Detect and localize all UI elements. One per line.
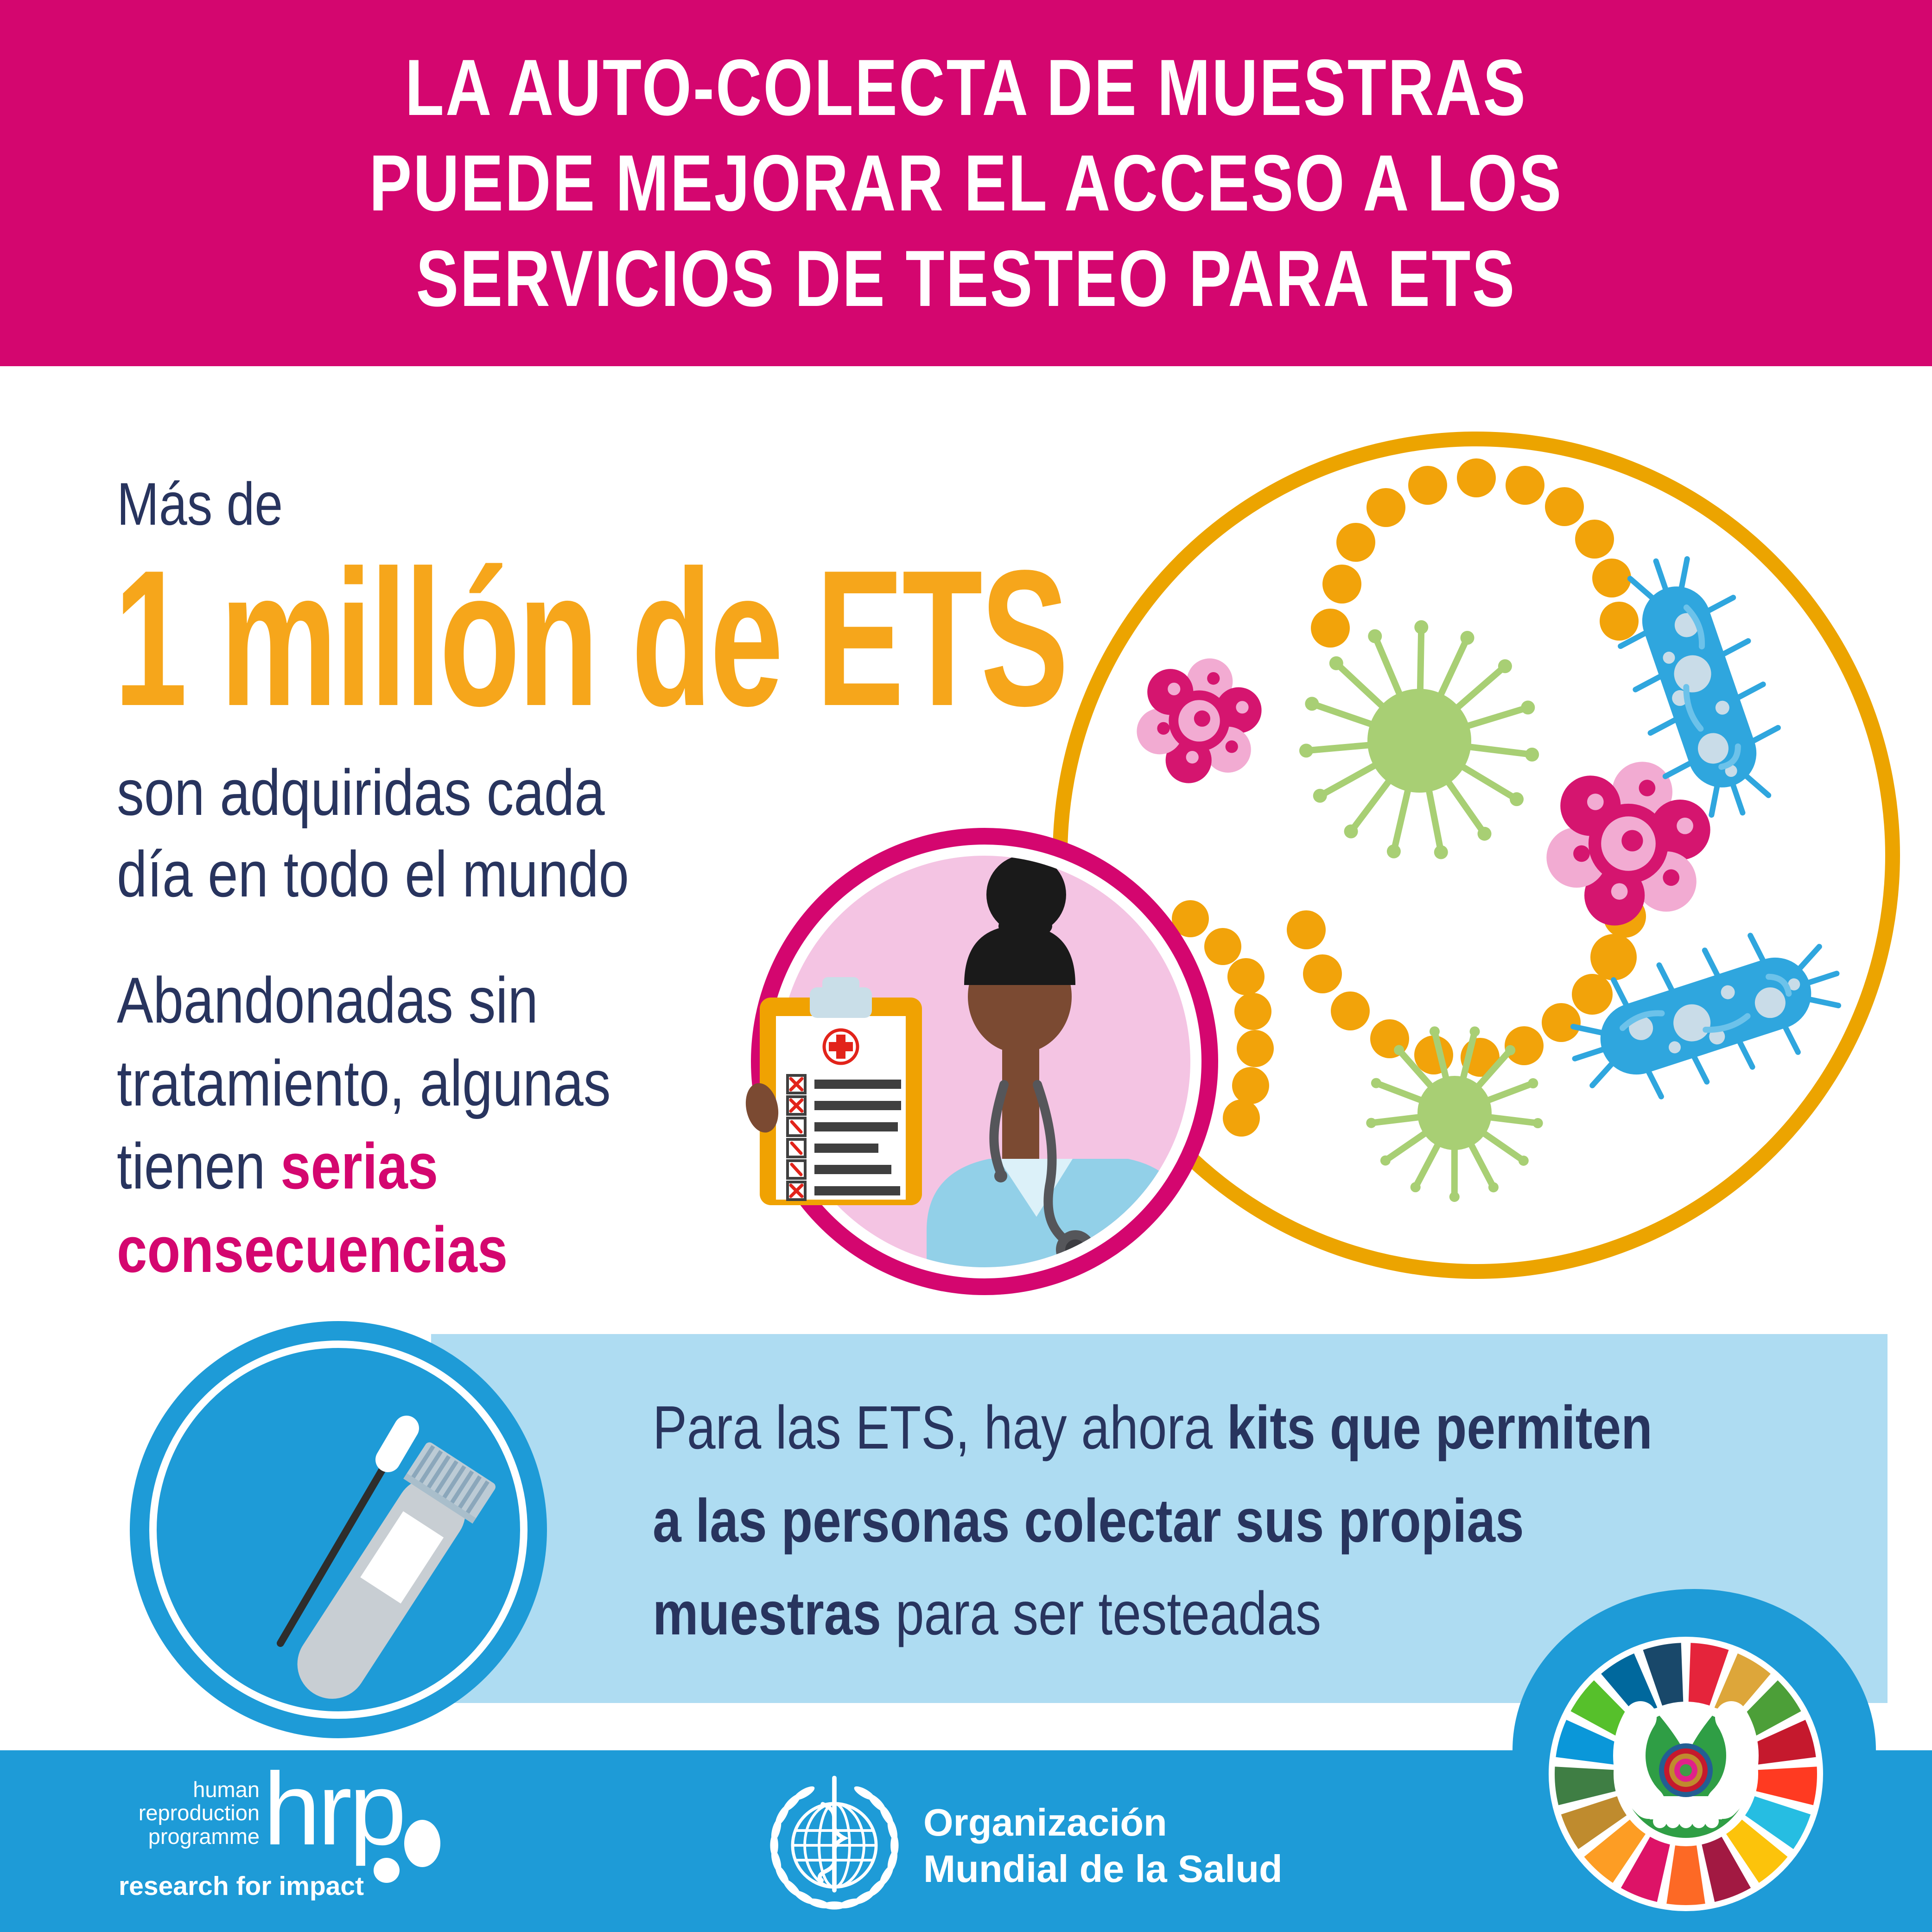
sdg-wheel-icon — [1549, 1637, 1823, 1911]
cell-cluster-icon — [1546, 762, 1710, 926]
pathogen-circle-illustration — [1053, 432, 1900, 1279]
test-tube-icon — [297, 1442, 496, 1699]
checklist — [786, 1074, 901, 1201]
swab-icon — [277, 1416, 419, 1647]
bacterium-icon — [1570, 933, 1842, 1099]
virus-icon — [1299, 620, 1539, 859]
bacterium-icon — [1618, 556, 1781, 818]
stat-number: 1 millón de ETS — [114, 541, 1515, 735]
who-logo-text: Organización Mundial de la Salud — [923, 1801, 1283, 1890]
hrp-logo-dot — [374, 1858, 400, 1883]
header-title-line1: LA AUTO-COLECTA DE MUESTRAS — [405, 43, 1527, 132]
hrp-logo-wordmark: hrp — [263, 1752, 407, 1867]
who-emblem-icon — [770, 1775, 899, 1910]
sdg-center-rings — [1659, 1743, 1713, 1797]
stat-intro-text: Más de — [117, 470, 283, 538]
header-title-line2: PUEDE MEJORAR EL ACCESO A LOS — [369, 139, 1563, 228]
kits-statement-text: Para las ETS, hay ahora kits que permite… — [653, 1393, 1652, 1648]
stethoscope-icon — [989, 1080, 1009, 1176]
hrp-tagline: research for impact — [119, 1871, 364, 1901]
sdg-hands — [1613, 1701, 1759, 1828]
stat-intro: Más de — [117, 469, 314, 539]
virus-icon — [1366, 1026, 1543, 1202]
cocci-chain-icon — [1172, 900, 1274, 1137]
hrp-logo: human reproduction programme — [138, 1777, 260, 1849]
healthworker-circle-illustration — [745, 828, 1218, 1295]
thumb — [745, 1083, 779, 1133]
clipboard-icon — [745, 977, 922, 1205]
kits-statement: Para las ETS, hay ahora kits que permite… — [653, 1381, 1843, 1660]
hrp-logo-dot — [404, 1820, 440, 1867]
header-title-line3: SERVICIOS DE TESTEO PARA ETS — [416, 234, 1516, 323]
swab-circle-illustration — [130, 1321, 547, 1738]
cell-cluster-icon — [1137, 658, 1262, 783]
stat-number-text: 1 millón de ETS — [114, 530, 1068, 746]
header-banner: LA AUTO-COLECTA DE MUESTRAS PUEDE MEJORA… — [0, 0, 1932, 366]
stat-description-text: son adquiridas cada día en todo el mundo — [117, 756, 629, 911]
stat-description: son adquiridas cada día en todo el mundo — [117, 752, 726, 915]
stat-warning-text: Abandonadas sin tratamiento, algunas tiene… — [117, 964, 611, 1286]
stat-warning: Abandonadas sin tratamiento, algunas tiene… — [117, 959, 705, 1291]
cocci-chain-icon — [1311, 458, 1639, 648]
